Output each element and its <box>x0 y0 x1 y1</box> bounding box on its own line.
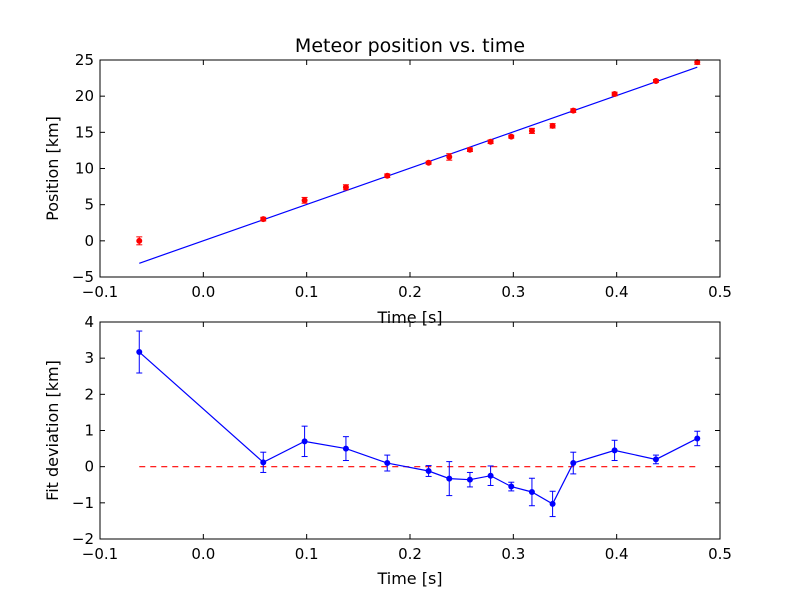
deviation-data-point <box>136 349 143 356</box>
deviation-data-point <box>260 459 267 466</box>
position-data-point <box>384 172 391 179</box>
position-x-tick-label: 0.2 <box>398 283 422 301</box>
position-data-point <box>611 90 618 97</box>
deviation-data-point <box>342 445 349 452</box>
position-x-tick-label: 0.0 <box>191 283 215 301</box>
deviation-plot-area <box>136 330 701 518</box>
deviation-data-point <box>549 500 556 507</box>
position-data-point <box>570 107 577 114</box>
deviation-data-point <box>508 483 515 490</box>
deviation-data-point <box>694 435 701 442</box>
position-data-point <box>446 153 453 160</box>
deviation-y-tick-label: −2 <box>72 530 94 548</box>
deviation-x-tick-label: 0.3 <box>501 545 525 563</box>
position-y-tick-label: 25 <box>75 51 94 69</box>
deviation-data-point <box>570 460 577 467</box>
position-x-tick-label: 0.5 <box>708 283 732 301</box>
fit-line <box>139 66 698 264</box>
deviation-y-tick-label: 2 <box>84 385 94 403</box>
position-data-point <box>528 127 535 134</box>
position-x-tick-label: 0.4 <box>605 283 629 301</box>
position-y-tick-label: 20 <box>75 87 94 105</box>
chart-title: Meteor position vs. time <box>295 35 525 57</box>
position-plot-axes: −0.1 0.0 0.1 0.2 0.3 0.4 0.5 −5 0 5 10 15 20 25 <box>72 51 732 301</box>
position-data-point <box>549 122 556 129</box>
deviation-plot: −0.1 0.0 0.1 0.2 0.3 0.4 0.5 −2 −1 0 1 2 3 4 Time [s]… <box>43 313 732 588</box>
deviation-x-tick-label: 0.4 <box>605 545 629 563</box>
deviation-data-point <box>301 438 308 445</box>
deviation-data-point <box>446 475 453 482</box>
deviation-data-point <box>652 456 659 463</box>
position-x-tick-label: 0.3 <box>501 283 525 301</box>
position-data-point <box>487 138 494 145</box>
deviation-y-tick-label: 0 <box>84 458 94 476</box>
deviation-data-point <box>528 488 535 495</box>
position-x-tick-label: 0.1 <box>295 283 319 301</box>
position-y-tick-label: 0 <box>84 232 94 250</box>
position-y-tick-label: 15 <box>75 123 94 141</box>
deviation-x-tick-label: 0.2 <box>398 545 422 563</box>
deviation-data-point <box>425 468 432 475</box>
position-data-point <box>508 133 515 140</box>
deviation-plot-frame <box>99 321 721 540</box>
position-y-tick-label: −5 <box>72 268 94 286</box>
position-y-axis-label: Position [km] <box>43 116 62 221</box>
deviation-x-tick-label: 0.0 <box>191 545 215 563</box>
position-data-point <box>260 216 267 223</box>
position-plot-area <box>136 59 701 264</box>
position-data-point <box>136 237 143 244</box>
deviation-x-tick-label: 0.5 <box>708 545 732 563</box>
position-plot: Meteor position vs. time −0.1 0.0 0.1 0.2 0.… <box>43 35 732 327</box>
deviation-x-tick-label: 0.1 <box>295 545 319 563</box>
deviation-y-tick-label: 4 <box>84 313 94 331</box>
deviation-x-tick-label: −0.1 <box>82 545 118 563</box>
deviation-x-axis-label: Time [s] <box>376 569 442 588</box>
position-y-tick-label: 5 <box>84 196 94 214</box>
position-data-point <box>466 146 473 153</box>
position-data-point <box>301 197 308 204</box>
deviation-line <box>138 351 698 505</box>
deviation-data-point <box>384 460 391 467</box>
deviation-plot-axes: −0.1 0.0 0.1 0.2 0.3 0.4 0.5 −2 −1 0 1 2 3 4 <box>72 313 732 563</box>
deviation-y-tick-label: −1 <box>72 494 94 512</box>
position-x-tick-label: −0.1 <box>82 283 118 301</box>
position-data-point <box>652 77 659 84</box>
position-y-tick-label: 10 <box>75 160 94 178</box>
deviation-data-point <box>466 476 473 483</box>
deviation-y-tick-label: 1 <box>84 422 94 440</box>
position-data-point <box>425 159 432 166</box>
deviation-y-tick-label: 3 <box>84 349 94 367</box>
deviation-data-point <box>487 472 494 479</box>
position-data-point <box>342 184 349 191</box>
deviation-y-axis-label: Fit deviation [km] <box>43 360 62 501</box>
deviation-data-point <box>611 447 618 454</box>
